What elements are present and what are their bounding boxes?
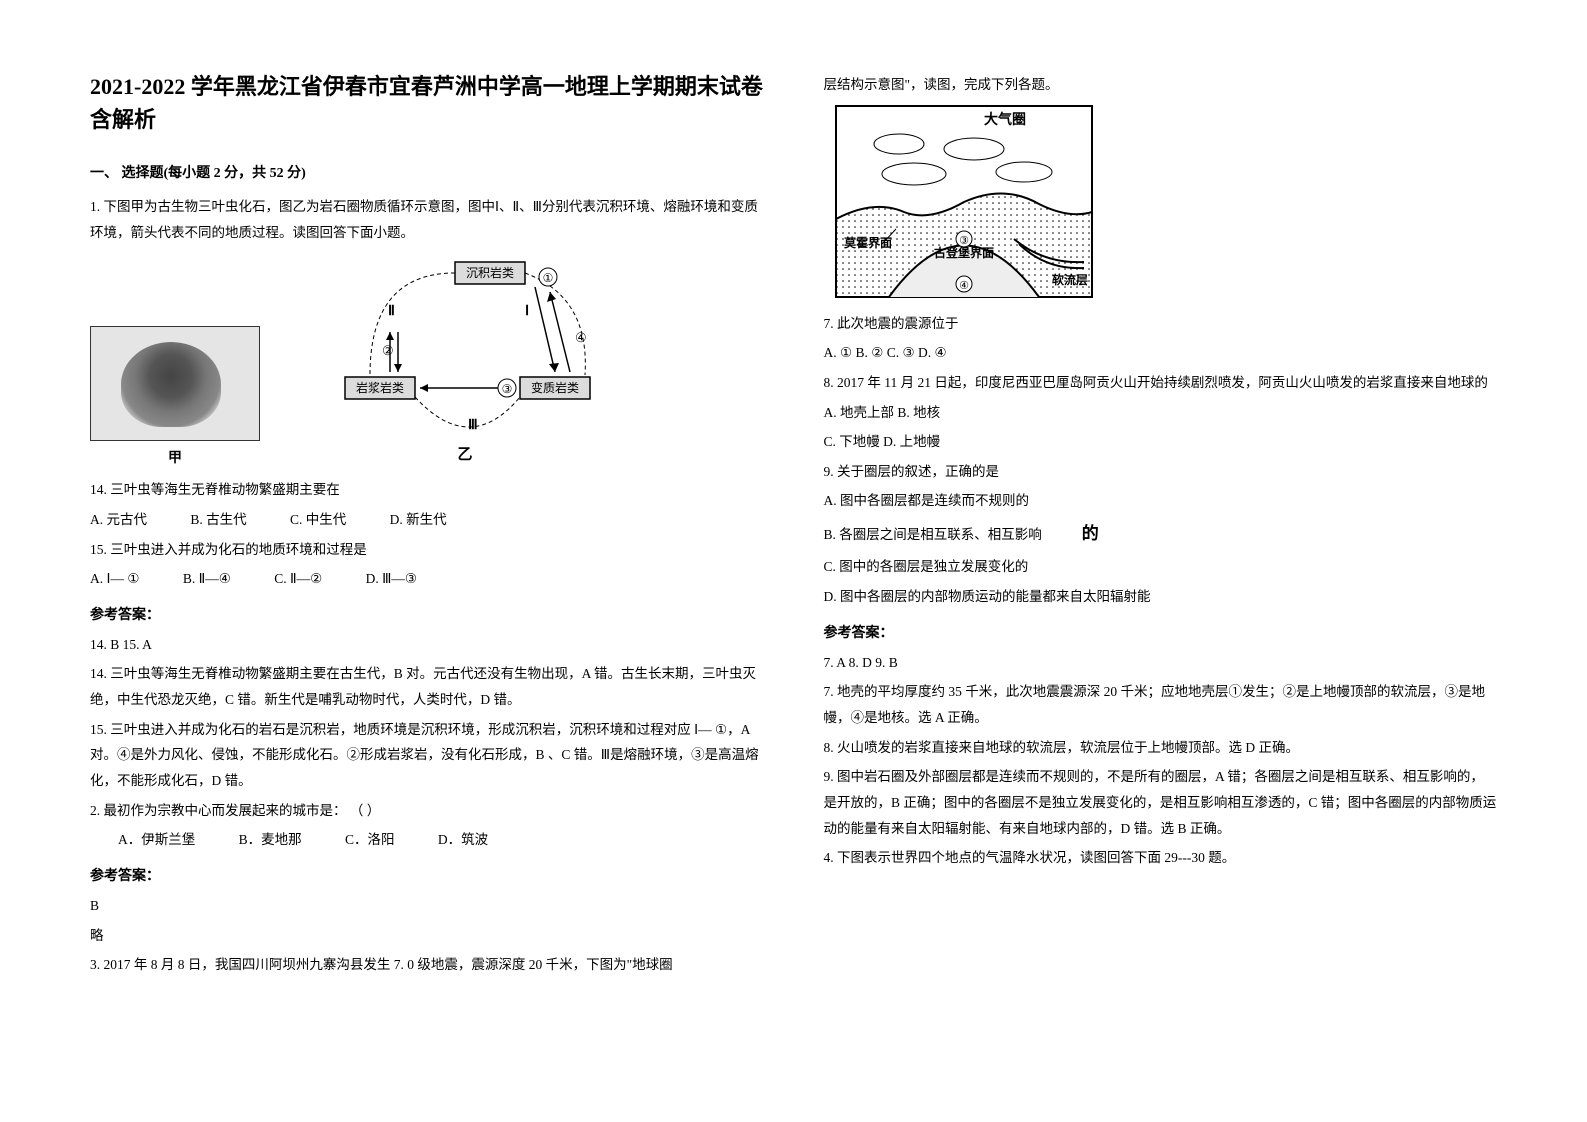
label-n3-earth: ③ bbox=[959, 235, 969, 247]
exp7: 7. 地壳的平均厚度约 35 千米，此次地震震源深 20 千米；应地地壳层①发生… bbox=[824, 679, 1498, 730]
label-n4: ④ bbox=[575, 330, 587, 345]
figure-caption-right: 乙 bbox=[457, 447, 472, 463]
ans2: B bbox=[90, 893, 764, 919]
q15-options: A. Ⅰ— ① B. Ⅱ—④ C. Ⅱ—② D. Ⅲ—③ bbox=[90, 566, 764, 592]
q14-opt-c: C. 中生代 bbox=[290, 507, 346, 533]
q2-opt-c: C．洛阳 bbox=[345, 827, 395, 853]
q2: 2. 最初作为宗教中心而发展起来的城市是： （ ） bbox=[90, 798, 764, 824]
exp15: 15. 三叶虫进入并成为化石的岩石是沉积岩，地质环境是沉积环境，形成沉积岩，沉积… bbox=[90, 717, 764, 794]
figure-caption-left: 甲 bbox=[168, 447, 182, 467]
q9-opt-b: B. 各圈层之间是相互联系、相互影响 的 bbox=[824, 518, 1498, 550]
figure-left: 甲 bbox=[90, 326, 260, 467]
left-column: 2021-2022 学年黑龙江省伊春市宜春芦洲中学高一地理上学期期末试卷含解析 … bbox=[90, 70, 764, 1052]
q1-intro: 1. 下图甲为古生物三叶虫化石，图乙为岩石圈物质循环示意图，图中Ⅰ、Ⅱ、Ⅲ分别代… bbox=[90, 194, 764, 245]
q2-opt-a: A．伊斯兰堡 bbox=[118, 827, 195, 853]
answer-header-q2: 参考答案： bbox=[90, 865, 764, 885]
q4: 4. 下图表示世界四个地点的气温降水状况，读图回答下面 29---30 题。 bbox=[824, 845, 1498, 871]
q2-opt-d: D．筑波 bbox=[438, 827, 488, 853]
q15-opt-b: B. Ⅱ—④ bbox=[183, 566, 231, 592]
label-n1: ① bbox=[543, 271, 554, 285]
ans2-note: 略 bbox=[90, 923, 764, 949]
label-r2: Ⅱ bbox=[388, 304, 395, 319]
ans-789: 7. A 8. D 9. B bbox=[824, 650, 1498, 676]
label-n2: ② bbox=[382, 343, 394, 358]
q15: 15. 三叶虫进入并成为化石的地质环境和过程是 bbox=[90, 537, 764, 563]
q9-opt-b-text: B. 各圈层之间是相互联系、相互影响 bbox=[824, 522, 1042, 548]
q15-opt-d: D. Ⅲ—③ bbox=[366, 566, 417, 592]
ans-14-15: 14. B 15. A bbox=[90, 632, 764, 658]
exp14: 14. 三叶虫等海生无脊椎动物繁盛期主要在古生代，B 对。元古代还没有生物出现，… bbox=[90, 661, 764, 712]
q9-opt-b-suffix: 的 bbox=[1082, 518, 1099, 550]
q9-opt-c: C. 图中的各圈层是独立发展变化的 bbox=[824, 554, 1498, 580]
label-magmatic: 岩浆岩类 bbox=[356, 380, 404, 395]
q2-opt-b: B．麦地那 bbox=[239, 827, 302, 853]
q9-opt-d: D. 图中各圈层的内部物质运动的能量都来自太阳辐射能 bbox=[824, 584, 1498, 610]
label-sedimentary: 沉积岩类 bbox=[466, 265, 514, 280]
label-n3: ③ bbox=[502, 382, 513, 396]
label-atmosphere: 大气圈 bbox=[984, 111, 1026, 128]
q7-options: A. ① B. ② C. ③ D. ④ bbox=[824, 340, 1498, 366]
q14: 14. 三叶虫等海生无脊椎动物繁盛期主要在 bbox=[90, 477, 764, 503]
exam-title: 2021-2022 学年黑龙江省伊春市宜春芦洲中学高一地理上学期期末试卷含解析 bbox=[90, 70, 764, 136]
q8-opts-a: A. 地壳上部 B. 地核 bbox=[824, 400, 1498, 426]
q14-opt-a: A. 元古代 bbox=[90, 507, 147, 533]
label-metamorphic: 变质岩类 bbox=[531, 380, 579, 395]
right-column: 层结构示意图"，读图，完成下列各题。 大气圈 古登堡界面 ③ bbox=[824, 70, 1498, 1052]
q9: 9. 关于圈层的叙述，正确的是 bbox=[824, 459, 1498, 485]
answer-header-1: 参考答案： bbox=[90, 604, 764, 624]
q14-opt-d: D. 新生代 bbox=[390, 507, 447, 533]
figure-row-1: 甲 沉积岩类 岩浆岩类 变质岩类 ① bbox=[90, 257, 764, 467]
label-asthenosphere: 软流层 bbox=[1052, 272, 1088, 287]
exp9: 9. 图中岩石圈及外部圈层都是连续而不规则的，不是所有的圈层，A 错；各圈层之间… bbox=[824, 764, 1498, 841]
q15-opt-a: A. Ⅰ— ① bbox=[90, 566, 139, 592]
q9-opt-a: A. 图中各圈层都是连续而不规则的 bbox=[824, 488, 1498, 514]
q2-options: A．伊斯兰堡 B．麦地那 C．洛阳 D．筑波 bbox=[90, 827, 764, 853]
q14-options: A. 元古代 B. 古生代 C. 中生代 D. 新生代 bbox=[90, 507, 764, 533]
q3-cont: 层结构示意图"，读图，完成下列各题。 bbox=[824, 72, 1498, 98]
trilobite-fossil-image bbox=[90, 326, 260, 441]
section-1-header: 一、 选择题(每小题 2 分，共 52 分) bbox=[90, 162, 764, 182]
q8-opts-b: C. 下地幔 D. 上地幔 bbox=[824, 429, 1498, 455]
label-n4-earth: ④ bbox=[959, 280, 969, 292]
answer-header-2: 参考答案： bbox=[824, 622, 1498, 642]
label-r1: Ⅰ bbox=[525, 304, 529, 319]
label-moho: 莫霍界面 bbox=[844, 235, 892, 250]
q8: 8. 2017 年 11 月 21 日起，印度尼西亚巴厘岛阿贡火山开始持续剧烈喷… bbox=[824, 370, 1498, 396]
earth-layers-diagram: 大气圈 古登堡界面 ③ ④ 莫霍界面 bbox=[834, 104, 1094, 299]
rock-cycle-diagram: 沉积岩类 岩浆岩类 变质岩类 ① ② bbox=[310, 257, 600, 467]
q7: 7. 此次地震的震源位于 bbox=[824, 311, 1498, 337]
q3-intro: 3. 2017 年 8 月 8 日，我国四川阿坝州九寨沟县发生 7. 0 级地震… bbox=[90, 952, 764, 978]
q14-opt-b: B. 古生代 bbox=[190, 507, 246, 533]
exp8: 8. 火山喷发的岩浆直接来自地球的软流层，软流层位于上地幔顶部。选 D 正确。 bbox=[824, 735, 1498, 761]
label-r3: Ⅲ bbox=[468, 418, 478, 433]
q15-opt-c: C. Ⅱ—② bbox=[274, 566, 322, 592]
